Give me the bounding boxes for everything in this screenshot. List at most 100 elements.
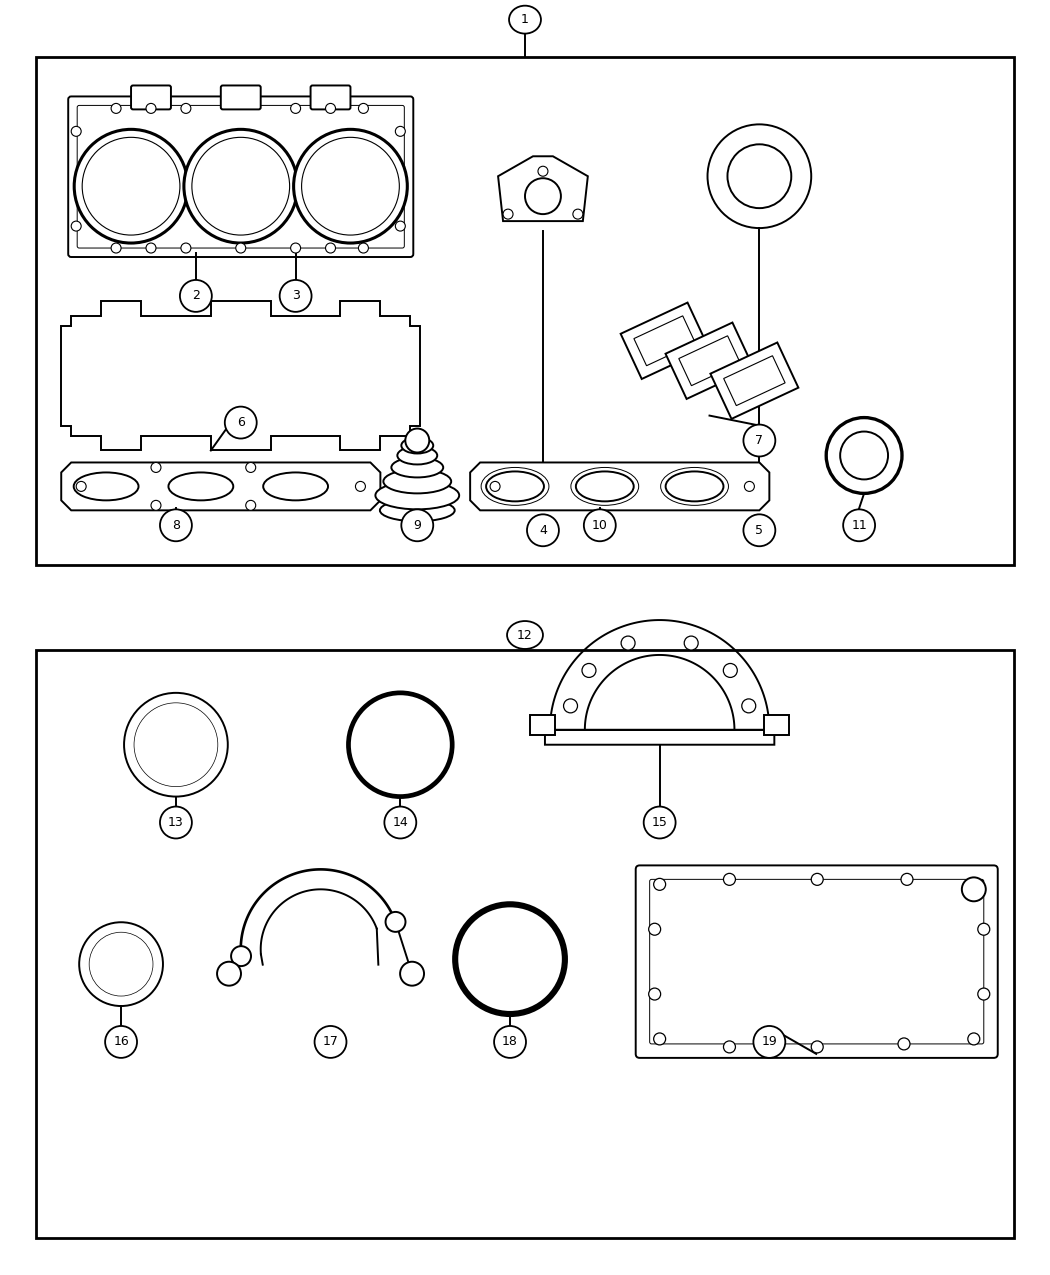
Text: 16: 16 bbox=[113, 1035, 129, 1048]
Polygon shape bbox=[545, 724, 774, 745]
Circle shape bbox=[326, 103, 336, 113]
Circle shape bbox=[723, 663, 737, 677]
Text: 15: 15 bbox=[652, 816, 668, 829]
Circle shape bbox=[490, 482, 500, 491]
Circle shape bbox=[744, 482, 754, 491]
Polygon shape bbox=[61, 301, 420, 450]
Circle shape bbox=[527, 514, 559, 546]
Circle shape bbox=[564, 699, 578, 713]
Circle shape bbox=[812, 1040, 823, 1053]
Ellipse shape bbox=[74, 473, 139, 500]
Circle shape bbox=[723, 1040, 735, 1053]
Circle shape bbox=[840, 431, 888, 479]
Circle shape bbox=[573, 209, 583, 219]
Ellipse shape bbox=[383, 469, 452, 493]
Circle shape bbox=[978, 923, 990, 935]
Circle shape bbox=[151, 463, 161, 473]
Text: 17: 17 bbox=[322, 1035, 338, 1048]
Text: 3: 3 bbox=[292, 289, 299, 302]
Circle shape bbox=[644, 807, 675, 839]
Circle shape bbox=[111, 244, 121, 252]
Circle shape bbox=[495, 1026, 526, 1058]
Circle shape bbox=[146, 103, 156, 113]
Circle shape bbox=[654, 878, 666, 890]
Text: 19: 19 bbox=[761, 1035, 777, 1048]
Circle shape bbox=[582, 663, 596, 677]
Circle shape bbox=[503, 209, 513, 219]
Circle shape bbox=[291, 244, 300, 252]
Circle shape bbox=[181, 103, 191, 113]
Ellipse shape bbox=[666, 472, 723, 501]
Circle shape bbox=[358, 244, 369, 252]
Circle shape bbox=[741, 699, 756, 713]
Circle shape bbox=[105, 1026, 138, 1058]
Circle shape bbox=[160, 509, 192, 542]
Bar bbox=[37, 650, 1013, 1238]
Circle shape bbox=[901, 873, 912, 885]
Circle shape bbox=[184, 129, 297, 244]
Polygon shape bbox=[678, 335, 740, 385]
Circle shape bbox=[812, 873, 823, 885]
Circle shape bbox=[231, 946, 251, 966]
Circle shape bbox=[217, 961, 242, 986]
Circle shape bbox=[622, 636, 635, 650]
Circle shape bbox=[71, 221, 81, 231]
Bar bbox=[37, 56, 1013, 565]
Polygon shape bbox=[711, 343, 798, 419]
FancyBboxPatch shape bbox=[220, 85, 260, 110]
Polygon shape bbox=[470, 463, 770, 510]
Circle shape bbox=[315, 1026, 346, 1058]
Circle shape bbox=[826, 418, 902, 493]
Circle shape bbox=[89, 932, 153, 996]
Text: 9: 9 bbox=[414, 519, 421, 532]
Circle shape bbox=[356, 482, 365, 491]
Circle shape bbox=[246, 463, 256, 473]
Text: 14: 14 bbox=[393, 816, 408, 829]
Circle shape bbox=[978, 988, 990, 1000]
Text: 10: 10 bbox=[592, 519, 608, 532]
Circle shape bbox=[160, 807, 192, 839]
Circle shape bbox=[291, 103, 300, 113]
Ellipse shape bbox=[575, 472, 634, 501]
Polygon shape bbox=[61, 463, 380, 510]
Ellipse shape bbox=[486, 472, 544, 501]
Ellipse shape bbox=[380, 500, 455, 521]
Circle shape bbox=[743, 514, 775, 546]
Bar bbox=[530, 715, 554, 734]
Ellipse shape bbox=[509, 5, 541, 33]
Circle shape bbox=[723, 873, 735, 885]
Text: 2: 2 bbox=[192, 289, 200, 302]
Circle shape bbox=[246, 500, 256, 510]
FancyBboxPatch shape bbox=[311, 85, 351, 110]
Circle shape bbox=[79, 922, 163, 1006]
Circle shape bbox=[236, 244, 246, 252]
Circle shape bbox=[349, 692, 453, 797]
Polygon shape bbox=[498, 157, 588, 221]
Text: 12: 12 bbox=[517, 629, 532, 641]
Ellipse shape bbox=[401, 437, 434, 454]
Text: 13: 13 bbox=[168, 816, 184, 829]
Ellipse shape bbox=[397, 446, 437, 464]
Circle shape bbox=[898, 1038, 910, 1049]
Circle shape bbox=[525, 179, 561, 214]
Circle shape bbox=[146, 244, 156, 252]
Circle shape bbox=[77, 482, 86, 491]
Ellipse shape bbox=[392, 458, 443, 477]
Circle shape bbox=[294, 129, 407, 244]
Text: 18: 18 bbox=[502, 1035, 518, 1048]
Text: 1: 1 bbox=[521, 13, 529, 27]
Circle shape bbox=[279, 280, 312, 312]
Circle shape bbox=[649, 988, 660, 1000]
Circle shape bbox=[968, 1033, 980, 1045]
Circle shape bbox=[743, 425, 775, 456]
Ellipse shape bbox=[168, 473, 233, 500]
Ellipse shape bbox=[264, 473, 328, 500]
Circle shape bbox=[124, 692, 228, 797]
Circle shape bbox=[111, 103, 121, 113]
Text: 4: 4 bbox=[539, 524, 547, 537]
Circle shape bbox=[754, 1026, 785, 1058]
Circle shape bbox=[75, 129, 188, 244]
Text: 11: 11 bbox=[852, 519, 867, 532]
Circle shape bbox=[401, 509, 434, 542]
Circle shape bbox=[134, 703, 217, 787]
